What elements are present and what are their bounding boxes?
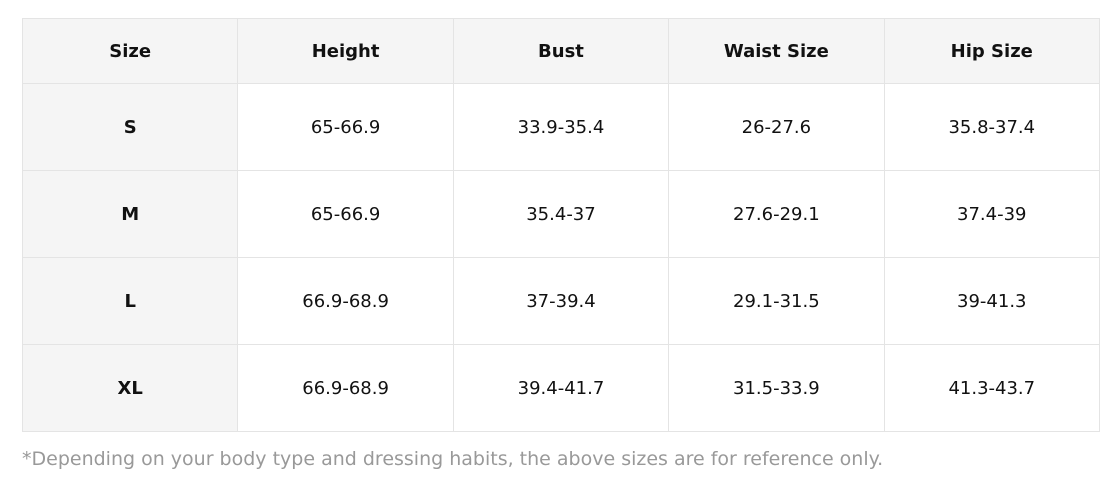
- size-cell: L: [21, 257, 239, 345]
- table-cell: 26-27.6: [668, 83, 885, 171]
- table-row: M 65-66.9 35.4-37 27.6-29.1 37.4-39: [21, 170, 1101, 258]
- size-table: Size Height Bust Waist Size Hip Size S 65-66.…: [21, 18, 1101, 432]
- size-cell: M: [21, 170, 239, 258]
- table-cell: 65-66.9: [237, 83, 454, 171]
- table-head: Size Height Bust Waist Size Hip Size: [21, 18, 1101, 84]
- table-cell: 29.1-31.5: [668, 257, 885, 345]
- table-cell: 37.4-39: [883, 170, 1101, 258]
- table-cell: 41.3-43.7: [883, 344, 1101, 432]
- table-body: S 65-66.9 33.9-35.4 26-27.6 35.8-37.4 M 65-66.…: [21, 83, 1101, 432]
- header-cell: Height: [237, 18, 454, 84]
- table-cell: 33.9-35.4: [452, 83, 670, 171]
- table-cell: 39.4-41.7: [452, 344, 670, 432]
- size-cell: S: [21, 83, 239, 171]
- table-cell: 66.9-68.9: [237, 257, 454, 345]
- table-row: XL 66.9-68.9 39.4-41.7 31.5-33.9 41.3-43.7: [21, 344, 1101, 432]
- header-row: Size Height Bust Waist Size Hip Size: [21, 18, 1101, 84]
- table-cell: 31.5-33.9: [668, 344, 885, 432]
- table-row: S 65-66.9 33.9-35.4 26-27.6 35.8-37.4: [21, 83, 1101, 171]
- header-cell: Waist Size: [668, 18, 885, 84]
- header-cell: Hip Size: [883, 18, 1101, 84]
- table-cell: 39-41.3: [883, 257, 1101, 345]
- header-cell: Bust: [452, 18, 670, 84]
- table-cell: 66.9-68.9: [237, 344, 454, 432]
- table-cell: 65-66.9: [237, 170, 454, 258]
- table-cell: 35.4-37: [452, 170, 670, 258]
- footnote: *Depending on your body type and dressin…: [22, 448, 884, 470]
- table-cell: 27.6-29.1: [668, 170, 885, 258]
- table-cell: 35.8-37.4: [883, 83, 1101, 171]
- table-row: L 66.9-68.9 37-39.4 29.1-31.5 39-41.3: [21, 257, 1101, 345]
- header-cell: Size: [21, 18, 239, 84]
- size-cell: XL: [21, 344, 239, 432]
- table-cell: 37-39.4: [452, 257, 670, 345]
